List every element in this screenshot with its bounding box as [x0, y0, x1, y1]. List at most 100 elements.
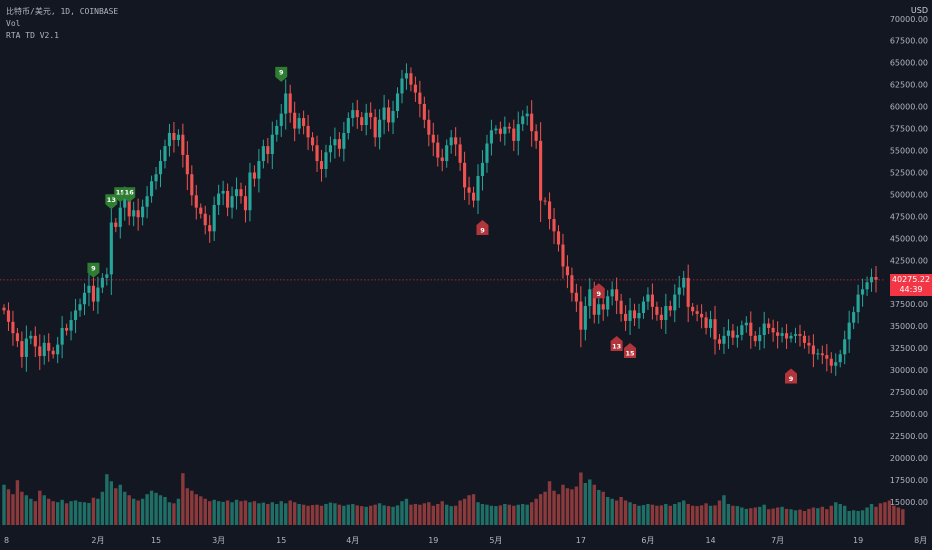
candle-body [776, 332, 780, 336]
candle-body [744, 322, 748, 326]
volume-bar [167, 502, 172, 525]
price-tick-label: 37500.00 [890, 300, 928, 309]
indicator-vol-label[interactable]: Vol [6, 19, 21, 28]
volume-bar [901, 509, 905, 525]
price-tick-label: 55000.00 [890, 147, 928, 156]
time-tick-label: 19 [428, 536, 438, 545]
candle-body [525, 113, 529, 117]
volume-bar [659, 505, 664, 525]
volume-bar [73, 500, 78, 525]
volume-bar [351, 504, 355, 525]
volume-bar [892, 505, 896, 525]
volume-bar [292, 502, 297, 525]
volume-bar [793, 510, 798, 525]
volume-bar [261, 502, 266, 525]
candle-body [655, 306, 659, 315]
price-tick-label: 27500.00 [890, 388, 928, 397]
candle-body [713, 319, 717, 340]
volume-bar [87, 502, 91, 525]
candle-body [87, 285, 91, 293]
volume-bar [131, 498, 136, 525]
time-tick-label: 6月 [641, 536, 654, 545]
volume-bar [234, 499, 239, 525]
time-axis[interactable]: 8 2月 15 3月 15 4月 19 5月 17 6月 14 7月 19 8月 [4, 536, 927, 545]
volume-bar [140, 498, 145, 525]
candle-body [109, 222, 113, 275]
volume-bar [896, 507, 901, 525]
volume-bar [610, 498, 614, 525]
volume-bar [525, 504, 529, 525]
volume-bar [713, 505, 717, 525]
volume-bar [762, 504, 766, 525]
volume-bar [789, 509, 793, 525]
candle-body [454, 137, 458, 145]
volume-bar [2, 484, 6, 525]
candle-body [556, 231, 561, 245]
candle-body [503, 126, 507, 134]
volume-bar [413, 504, 418, 525]
td-marker-label: 13 [612, 342, 621, 350]
candle-body [333, 139, 337, 146]
candle-body [270, 134, 274, 155]
td-marker: 9 [476, 220, 489, 236]
volume-bar [489, 505, 494, 525]
symbol-title[interactable]: 比特币/美元, 1D, COINBASE [6, 7, 119, 16]
candle-body [369, 112, 373, 118]
price-tick-label: 52500.00 [890, 168, 928, 177]
candle-body [422, 103, 426, 120]
volume-bar [735, 506, 740, 525]
currency-label[interactable]: USD [910, 6, 928, 15]
volume-bar [565, 488, 570, 525]
volume-bar [64, 503, 69, 525]
candle-body [217, 193, 221, 205]
candle-body [802, 335, 807, 343]
volume-bar [355, 505, 359, 525]
volume-bar [248, 502, 252, 525]
price-axis[interactable]: 70000.00 67500.00 65000.00 62500.00 60000.00… [890, 15, 928, 507]
candle-body [480, 162, 485, 176]
candle-body [29, 335, 33, 339]
candle-body [105, 274, 109, 278]
candle-body [834, 362, 838, 366]
candle-body [78, 304, 82, 311]
time-tick-label: 7月 [771, 536, 784, 545]
volume-bar [614, 500, 619, 525]
volume-bar [543, 491, 547, 525]
candle-body [637, 313, 641, 319]
volume-bar [328, 502, 333, 525]
candle-body [257, 161, 261, 179]
volume-bar [297, 504, 301, 525]
bar-countdown: 44:39 [899, 284, 923, 294]
volume-bar [521, 504, 525, 525]
candle-body [248, 172, 252, 211]
time-tick-label: 8月 [914, 536, 927, 545]
candle-body [704, 317, 708, 328]
volume-bar [494, 506, 498, 525]
volume-bar [605, 497, 610, 525]
volume-bar [266, 504, 270, 525]
time-tick-label: 17 [576, 536, 586, 545]
candle-body [2, 307, 6, 311]
candle-body [865, 282, 869, 290]
volume-bar [677, 502, 681, 525]
candle-body [118, 207, 122, 227]
volume-bar [11, 494, 15, 525]
indicator-td-label[interactable]: RTA TD V2.1 [6, 31, 59, 40]
candle-body [749, 322, 753, 336]
volume-bar [440, 501, 444, 525]
volume-bar [856, 511, 860, 525]
candle-body [293, 112, 297, 129]
volume-bar [744, 508, 749, 525]
candle-body [507, 126, 511, 129]
candle-body [33, 335, 37, 347]
volume-bar [816, 508, 820, 525]
candle-body [485, 143, 489, 163]
candle-body [65, 327, 69, 331]
candle-body [20, 341, 24, 357]
volume-bar [100, 491, 105, 525]
volume-bar [382, 505, 386, 525]
candle-body [539, 140, 543, 201]
volume-bar [315, 504, 319, 525]
volume-bar [208, 501, 212, 525]
